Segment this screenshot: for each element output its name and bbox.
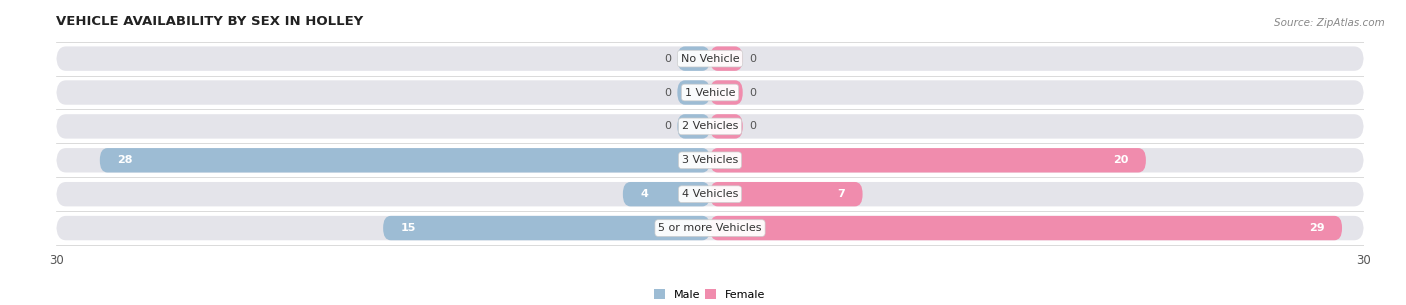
Text: VEHICLE AVAILABILITY BY SEX IN HOLLEY: VEHICLE AVAILABILITY BY SEX IN HOLLEY [56, 16, 364, 28]
Text: 0: 0 [664, 121, 671, 131]
FancyBboxPatch shape [56, 114, 1364, 138]
FancyBboxPatch shape [710, 114, 742, 138]
FancyBboxPatch shape [56, 182, 1364, 206]
FancyBboxPatch shape [710, 46, 742, 71]
FancyBboxPatch shape [56, 148, 1364, 173]
Text: 3 Vehicles: 3 Vehicles [682, 155, 738, 165]
Text: Source: ZipAtlas.com: Source: ZipAtlas.com [1274, 18, 1385, 28]
FancyBboxPatch shape [56, 216, 1364, 240]
FancyBboxPatch shape [623, 182, 710, 206]
Text: 15: 15 [401, 223, 416, 233]
FancyBboxPatch shape [56, 80, 1364, 105]
Text: 4: 4 [640, 189, 648, 199]
Text: 4 Vehicles: 4 Vehicles [682, 189, 738, 199]
Text: 0: 0 [664, 54, 671, 64]
Text: 0: 0 [749, 54, 756, 64]
Text: 1 Vehicle: 1 Vehicle [685, 88, 735, 98]
Text: 0: 0 [749, 121, 756, 131]
Text: 29: 29 [1309, 223, 1324, 233]
FancyBboxPatch shape [100, 148, 710, 173]
FancyBboxPatch shape [678, 114, 710, 138]
Text: 5 or more Vehicles: 5 or more Vehicles [658, 223, 762, 233]
FancyBboxPatch shape [710, 80, 742, 105]
Text: 28: 28 [117, 155, 132, 165]
FancyBboxPatch shape [710, 216, 1343, 240]
Text: 2 Vehicles: 2 Vehicles [682, 121, 738, 131]
FancyBboxPatch shape [678, 80, 710, 105]
Text: 0: 0 [664, 88, 671, 98]
FancyBboxPatch shape [678, 46, 710, 71]
Text: No Vehicle: No Vehicle [681, 54, 740, 64]
Text: 20: 20 [1114, 155, 1129, 165]
Legend: Male, Female: Male, Female [650, 285, 770, 304]
Text: 7: 7 [838, 189, 845, 199]
FancyBboxPatch shape [710, 148, 1146, 173]
Text: 0: 0 [749, 88, 756, 98]
FancyBboxPatch shape [710, 182, 862, 206]
FancyBboxPatch shape [382, 216, 710, 240]
FancyBboxPatch shape [56, 46, 1364, 71]
